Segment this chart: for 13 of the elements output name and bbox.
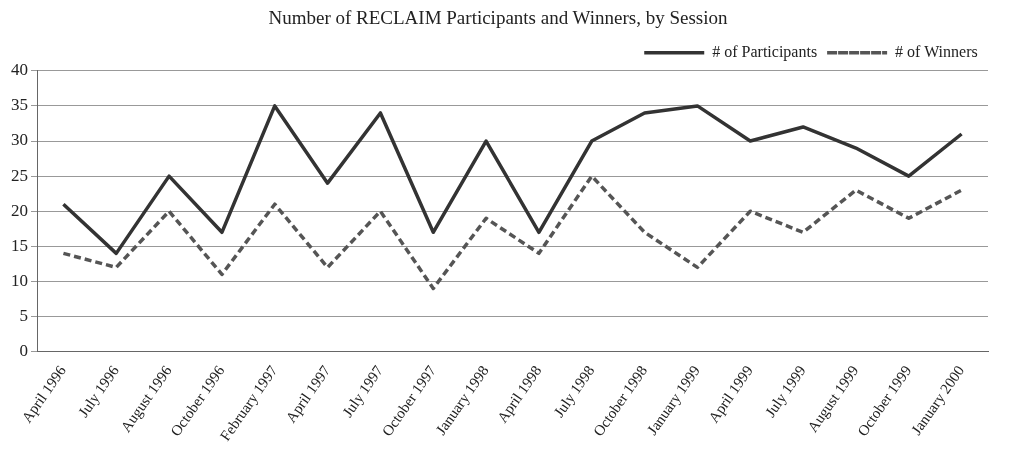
line-series	[61, 174, 964, 291]
y-tick-label: 35	[11, 95, 28, 115]
y-tick-label: 20	[11, 200, 28, 220]
y-tick-label: 30	[11, 130, 28, 150]
y-tick-label: 15	[11, 235, 28, 255]
legend-label: # of Participants	[712, 43, 818, 61]
y-tick-label: 40	[11, 60, 28, 80]
chart-title: Number of RECLAIM Participants and Winners, by Session	[268, 7, 729, 29]
legend-label: # of Winners	[895, 43, 978, 60]
y-tick-label: 5	[19, 306, 28, 326]
y-tick-label: 0	[19, 341, 28, 361]
y-tick-label: 25	[11, 165, 28, 185]
y-tick-label: 10	[11, 270, 28, 290]
